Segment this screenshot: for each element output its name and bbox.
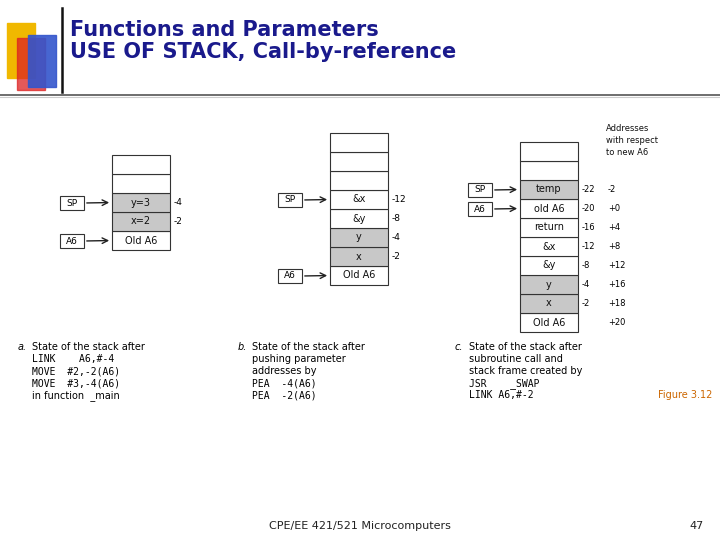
Text: stack frame created by: stack frame created by (469, 366, 582, 376)
Text: -22: -22 (582, 185, 595, 194)
Text: State of the stack after: State of the stack after (469, 342, 582, 352)
Text: SP: SP (66, 199, 78, 207)
Bar (520, 256, 578, 275)
Text: -16: -16 (582, 223, 595, 232)
Bar (60, 196, 84, 210)
Bar (278, 269, 302, 283)
Text: y: y (546, 280, 552, 289)
Text: addresses by: addresses by (252, 366, 317, 376)
Text: &y: &y (542, 260, 556, 271)
Text: a.: a. (18, 342, 27, 352)
Text: LINK A6,#-2: LINK A6,#-2 (469, 390, 534, 400)
Text: &x: &x (352, 194, 366, 205)
Text: subroutine call and: subroutine call and (469, 354, 563, 364)
Bar (520, 313, 578, 332)
Bar (330, 190, 388, 209)
Text: -2: -2 (608, 185, 616, 194)
Text: Old A6: Old A6 (125, 235, 157, 246)
Text: b.: b. (238, 342, 248, 352)
Text: +4: +4 (608, 223, 620, 232)
Bar (60, 234, 84, 248)
Text: -4: -4 (174, 198, 183, 207)
Text: -2: -2 (174, 217, 183, 226)
Text: Old A6: Old A6 (343, 271, 375, 280)
Bar (17, 38, 45, 90)
Text: Figure 3.12: Figure 3.12 (657, 390, 712, 400)
Text: &x: &x (542, 241, 556, 252)
Bar (28, 35, 56, 87)
Text: USE OF STACK, Call-by-reference: USE OF STACK, Call-by-reference (70, 42, 456, 62)
Text: x: x (356, 252, 362, 261)
Bar (330, 266, 388, 285)
Bar (520, 142, 578, 161)
Bar (520, 161, 578, 180)
Bar (330, 171, 388, 190)
Text: -12: -12 (582, 242, 595, 251)
Bar (112, 231, 170, 250)
Text: &y: &y (352, 213, 366, 224)
Text: +8: +8 (608, 242, 620, 251)
Bar (520, 275, 578, 294)
Text: -12: -12 (392, 195, 407, 204)
Text: Old A6: Old A6 (533, 318, 565, 327)
Bar (520, 294, 578, 313)
Text: A6: A6 (284, 272, 296, 280)
Text: MOVE  #3,-4(A6): MOVE #3,-4(A6) (32, 378, 120, 388)
Text: in function  _main: in function _main (32, 390, 120, 401)
Text: +16: +16 (608, 280, 626, 289)
Text: -2: -2 (582, 299, 590, 308)
Bar (112, 155, 170, 174)
Bar (330, 228, 388, 247)
Text: +18: +18 (608, 299, 626, 308)
Text: +12: +12 (608, 261, 626, 270)
Bar (112, 193, 170, 212)
Bar (330, 247, 388, 266)
Text: -8: -8 (392, 214, 401, 223)
Text: return: return (534, 222, 564, 233)
Text: PEA  -4(A6): PEA -4(A6) (252, 378, 317, 388)
Bar (7, 23, 35, 78)
Bar (520, 180, 578, 199)
Text: MOVE  #2,-2(A6): MOVE #2,-2(A6) (32, 366, 120, 376)
Text: -4: -4 (392, 233, 401, 242)
Text: -4: -4 (582, 280, 590, 289)
Text: -8: -8 (582, 261, 590, 270)
Text: c.: c. (455, 342, 464, 352)
Text: State of the stack after: State of the stack after (32, 342, 145, 352)
Bar (468, 183, 492, 197)
Text: old A6: old A6 (534, 204, 564, 213)
Text: pushing parameter: pushing parameter (252, 354, 346, 364)
Text: 47: 47 (690, 521, 704, 531)
Text: +0: +0 (608, 204, 620, 213)
Text: x=2: x=2 (131, 217, 151, 226)
Bar (330, 209, 388, 228)
Bar (520, 199, 578, 218)
Text: temp: temp (536, 185, 562, 194)
Text: y=3: y=3 (131, 198, 151, 207)
Text: Addresses
with respect
to new A6: Addresses with respect to new A6 (606, 124, 658, 157)
Text: CPE/EE 421/521 Microcomputers: CPE/EE 421/521 Microcomputers (269, 521, 451, 531)
Text: -20: -20 (582, 204, 595, 213)
Bar (330, 152, 388, 171)
Bar (468, 202, 492, 216)
Bar (520, 237, 578, 256)
Text: Functions and Parameters: Functions and Parameters (70, 20, 379, 40)
Text: SP: SP (284, 195, 296, 205)
Bar (520, 218, 578, 237)
Bar (112, 212, 170, 231)
Text: -2: -2 (392, 252, 401, 261)
Bar (112, 174, 170, 193)
Text: State of the stack after: State of the stack after (252, 342, 365, 352)
Text: y: y (356, 233, 362, 242)
Text: PEA  -2(A6): PEA -2(A6) (252, 390, 317, 400)
Text: x: x (546, 299, 552, 308)
Text: LINK    A6,#-4: LINK A6,#-4 (32, 354, 114, 364)
Bar (330, 133, 388, 152)
Text: SP: SP (474, 186, 485, 194)
Text: +20: +20 (608, 318, 626, 327)
Text: A6: A6 (474, 205, 486, 213)
Text: A6: A6 (66, 237, 78, 246)
Bar (278, 193, 302, 207)
Text: JSR    _SWAP: JSR _SWAP (469, 378, 539, 389)
